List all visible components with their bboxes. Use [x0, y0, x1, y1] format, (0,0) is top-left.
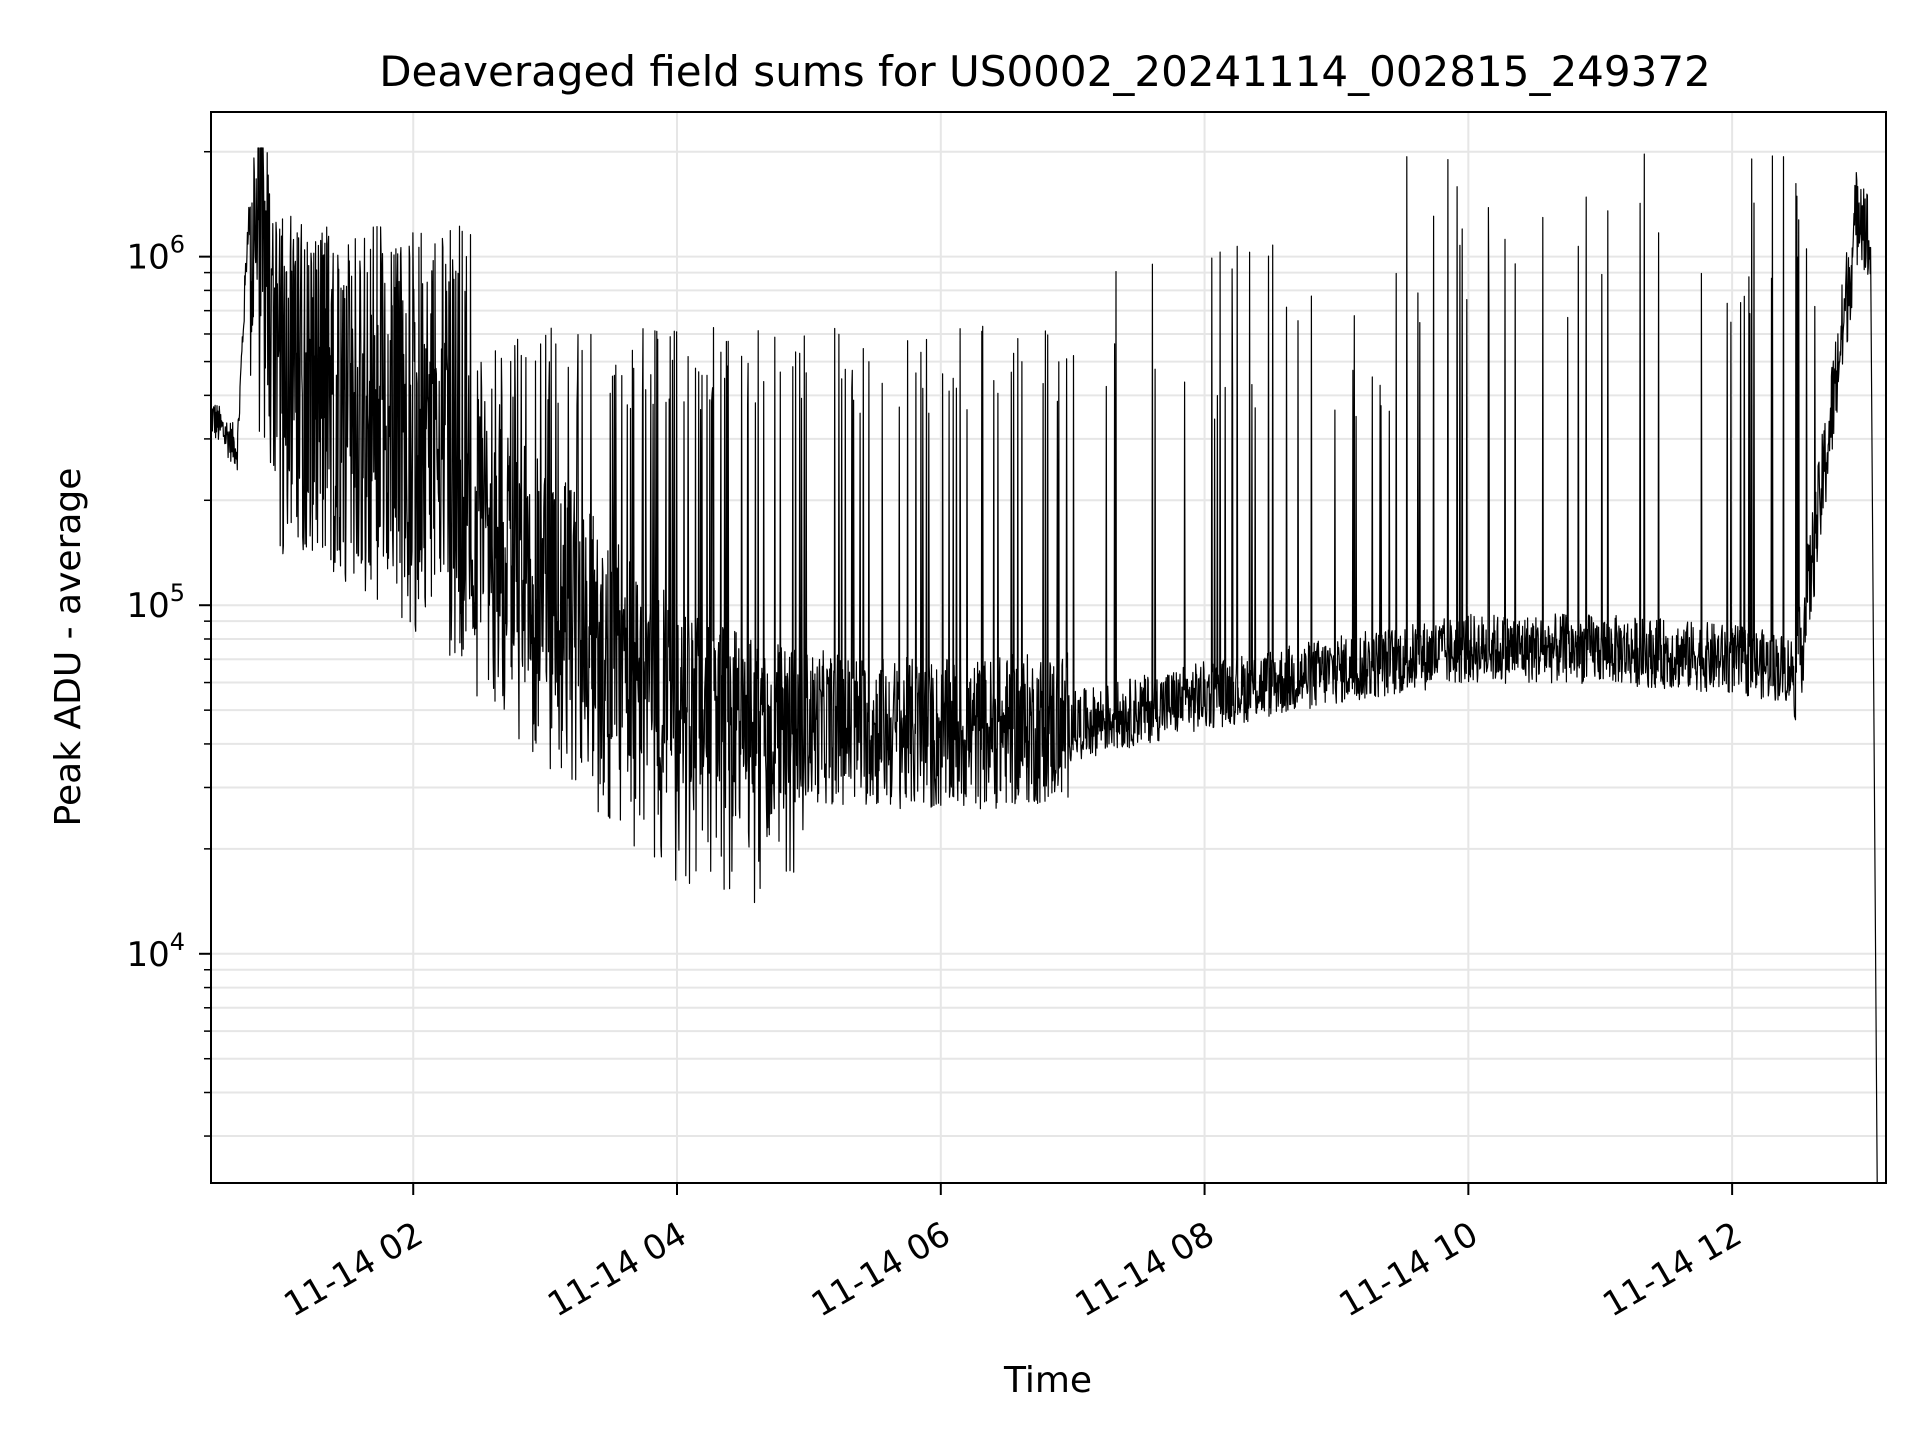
- x-tick-label: 11-14 08: [1069, 1214, 1221, 1325]
- plot-frame: [210, 111, 1887, 1184]
- x-tick-label: 11-14 02: [277, 1214, 429, 1325]
- y-axis-label: Peak ADU - average: [48, 468, 89, 827]
- series-line: [210, 147, 1878, 1184]
- y-tick-label: 106: [126, 231, 185, 278]
- x-tick-label: 11-14 10: [1332, 1214, 1484, 1325]
- x-ticks: 11-14 02 11-14 04 11-14 06 11-14 08 11-14 10…: [277, 1183, 1749, 1325]
- y-tick-label: 104: [126, 928, 185, 975]
- x-tick-label: 11-14 12: [1596, 1214, 1748, 1325]
- y-tick-label: 105: [126, 579, 185, 626]
- x-tick-label: 11-14 04: [541, 1214, 693, 1325]
- x-tick-label: 11-14 06: [805, 1214, 957, 1325]
- series-path: [210, 147, 1878, 1184]
- chart-title: Deaveraged field sums for US0002_2024111…: [379, 47, 1711, 96]
- y-ticks: 104 105 106: [126, 150, 211, 1137]
- x-axis-label: Time: [1003, 1360, 1092, 1401]
